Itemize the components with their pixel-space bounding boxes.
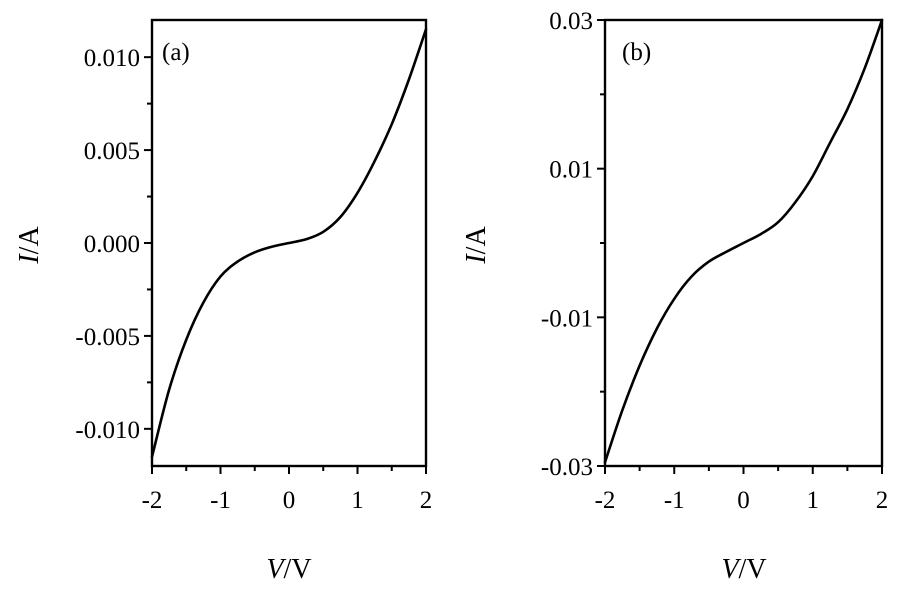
y-axis-label-b: I/A [461,226,492,265]
iv-curve-a [150,28,428,458]
x-tick-label-b: 0 [737,487,750,514]
panel-label-b: (b) [622,39,651,66]
iv-curve-b [603,18,884,464]
x-tick-label-a: 2 [420,487,433,514]
panel-label-a: (a) [162,39,190,66]
y-tick-label-a: 0.010 [84,45,140,72]
x-tick-label-a: -1 [210,487,231,514]
x-axis-label-a: V/V [266,554,311,585]
x-tick-label-b: 2 [876,487,889,514]
y-tick-label-b: 0.03 [549,8,593,35]
x-tick-label-b: -2 [595,487,616,514]
x-tick-label-a: 0 [283,487,296,514]
x-tick-label-b: 1 [807,487,820,514]
x-axis-label-b: V/V [721,554,766,585]
y-tick-label-a: -0.005 [75,324,140,351]
y-tick-label-a: 0.000 [84,231,140,258]
x-tick-label-b: -1 [664,487,685,514]
panel-a: I/A V/V (a) -2 -1 0 1 2 -0.010 -0.005 0.000 0.00… [14,18,433,585]
x-tick-label-a: 1 [351,487,364,514]
panel-b: I/A V/V (b) -2 -1 0 1 2 -0.03 -0.01 0.01 0.03 [461,8,888,585]
y-tick-label-a: -0.010 [75,417,140,444]
y-tick-label-b: -0.01 [541,305,593,332]
x-tick-label-a: -2 [142,487,163,514]
y-axis-label-a: I/A [14,226,45,265]
y-tick-label-b: -0.03 [541,454,593,481]
y-tick-label-b: 0.01 [549,157,593,184]
y-tick-label-a: 0.005 [84,138,140,165]
